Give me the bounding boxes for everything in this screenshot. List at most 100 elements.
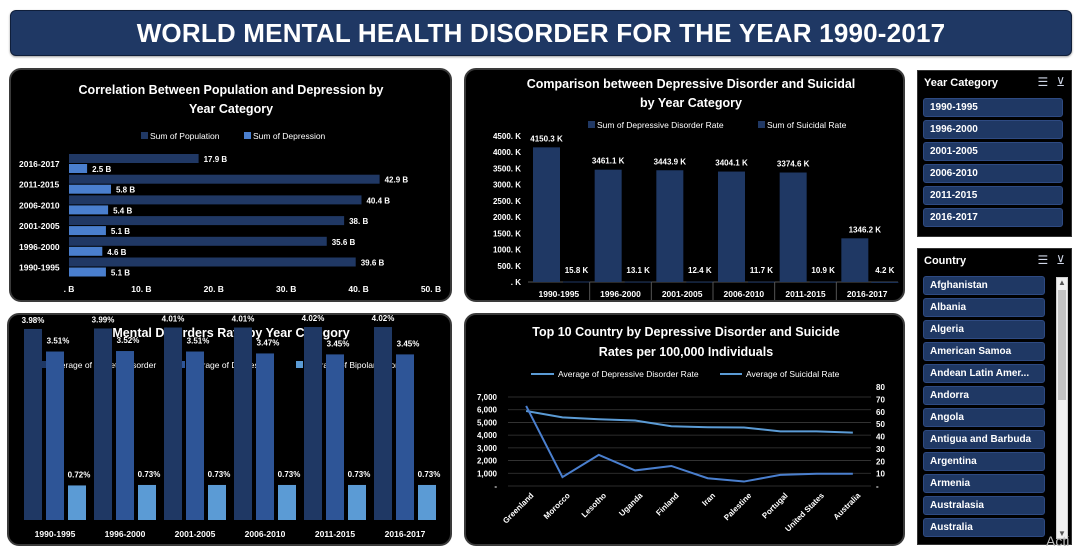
depressive-suicidal-panel[interactable]: Comparison between Depressive Disorder a… — [464, 68, 905, 302]
y-left-tick-label: 3,000 — [477, 444, 498, 453]
bar-bipolar — [348, 484, 366, 520]
label-depression: 3.51% — [47, 337, 70, 346]
bar-suicidal — [871, 281, 899, 283]
year-slicer-item[interactable]: 1996-2000 — [923, 120, 1063, 139]
chart-title-line2: Year Category — [189, 102, 273, 116]
y-right-tick-label: 40 — [876, 433, 885, 442]
chart-title-line1: Top 10 Country by Depressive Disorder an… — [532, 325, 840, 339]
category-label: 2001-2005 — [175, 529, 216, 539]
line-suicidal — [525, 405, 853, 483]
scroll-up-icon[interactable]: ▲ — [1058, 278, 1066, 287]
category-label: 1990-1995 — [19, 263, 60, 273]
category-label: Uganda — [617, 491, 644, 518]
category-label: Morocco — [542, 491, 572, 521]
legend-swatch-anxiety — [41, 361, 48, 368]
legend-label-depression: Average of Depression — [188, 360, 275, 370]
bar-suicidal — [686, 281, 714, 283]
year-slicer-item[interactable]: 2006-2010 — [923, 164, 1063, 183]
year-slicer-item[interactable]: 2011-2015 — [923, 186, 1063, 205]
bar-depressive — [841, 238, 869, 282]
bar-anxiety — [164, 327, 182, 520]
label-anxiety: 3.98% — [22, 316, 45, 325]
bar-depression — [186, 351, 204, 520]
country-slicer-item[interactable]: American Samoa — [923, 342, 1045, 361]
label-suicidal: 11.7 K — [750, 266, 773, 275]
label-depression: 5.1 B — [111, 269, 130, 278]
year-slicer-item[interactable]: 2001-2005 — [923, 142, 1063, 161]
label-bipolar: 0.73% — [348, 470, 371, 479]
country-slicer-item[interactable]: Argentina — [923, 452, 1045, 471]
multi-select-icon[interactable]: ☰ — [1037, 253, 1049, 267]
country-scrollbar[interactable]: ▲ ▼ — [1056, 277, 1068, 539]
y-right-tick-label: 60 — [876, 408, 885, 417]
legend-label-depressive: Average of Depressive Disorder Rate — [558, 369, 699, 379]
bar-depression — [116, 351, 134, 520]
category-label: 2016-2017 — [847, 289, 888, 299]
slicer-header: Country — [924, 255, 967, 267]
dashboard-title: WORLD MENTAL HEALTH DISORDER FOR THE YEA… — [136, 17, 946, 48]
category-label: 2011-2015 — [785, 289, 825, 299]
label-anxiety: 4.01% — [232, 315, 255, 324]
label-anxiety: 4.01% — [162, 315, 185, 324]
country-slicer-item[interactable]: Andean Latin Amer... — [923, 364, 1045, 383]
population-depression-panel[interactable]: Correlation Between Population and Depre… — [9, 68, 452, 302]
label-depression: 2.5 B — [92, 165, 111, 174]
country-slicer-item[interactable]: Australasia — [923, 496, 1045, 515]
label-depression: 3.45% — [327, 339, 350, 348]
bar-anxiety — [94, 328, 112, 520]
y-tick-label: 4000. K — [493, 148, 521, 157]
bar-population — [69, 216, 345, 226]
label-population: 39.6 B — [361, 259, 385, 268]
label-bipolar: 0.73% — [418, 470, 441, 479]
category-label: Lesotho — [580, 491, 608, 519]
bar-anxiety — [234, 327, 252, 520]
bar-anxiety — [24, 328, 42, 520]
label-depressive: 3443.9 K — [654, 157, 687, 166]
scroll-down-icon[interactable]: ▼ — [1058, 529, 1066, 538]
bar-bipolar — [208, 484, 226, 520]
year-slicer-item[interactable]: 1990-1995 — [923, 98, 1063, 117]
label-depression: 5.1 B — [111, 227, 130, 236]
country-slicer-item[interactable]: Armenia — [923, 474, 1045, 493]
category-label: 2006-2010 — [724, 289, 765, 299]
label-suicidal: 12.4 K — [688, 266, 712, 275]
country-slicer-item[interactable]: Andorra — [923, 386, 1045, 405]
bar-depressive — [779, 172, 807, 282]
year-slicer-item[interactable]: 2016-2017 — [923, 208, 1063, 227]
legend-label-suicidal: Sum of Suicidal Rate — [767, 120, 847, 130]
disorders-rate-chart: Mental Disorders Rate by Year Category A… — [22, 315, 441, 539]
label-anxiety: 4.02% — [302, 315, 325, 323]
disorders-rate-panel[interactable]: Mental Disorders Rate by Year Category A… — [7, 313, 452, 546]
country-slicer-item[interactable]: Algeria — [923, 320, 1045, 339]
country-slicer-item[interactable]: Antigua and Barbuda — [923, 430, 1045, 449]
y-right-tick-label: 80 — [876, 383, 885, 392]
y-right-tick-label: 30 — [876, 445, 885, 454]
y-tick-label: 1500. K — [493, 229, 521, 238]
country-slicer-item[interactable]: Australia — [923, 518, 1045, 537]
category-label: Iran — [700, 491, 717, 508]
category-label: 1990-1995 — [35, 529, 76, 539]
bar-suicidal — [748, 281, 775, 283]
label-depressive: 3404.1 K — [715, 159, 748, 168]
bar-bipolar — [278, 484, 296, 520]
country-slicer-item[interactable]: Angola — [923, 408, 1045, 427]
x-tick-label: . B — [64, 284, 75, 294]
country-slicer-item[interactable]: Albania — [923, 298, 1045, 317]
legend-swatch-depressive — [588, 121, 595, 128]
scroll-thumb[interactable] — [1058, 290, 1066, 400]
multi-select-icon[interactable]: ☰ — [1037, 75, 1049, 89]
country-slicer-item[interactable]: Afghanistan — [923, 276, 1045, 295]
y-tick-label: 2500. K — [493, 197, 521, 206]
category-label: United States — [783, 491, 826, 534]
label-population: 42.9 B — [385, 176, 409, 185]
top10-panel[interactable]: Top 10 Country by Depressive Disorder an… — [464, 313, 905, 546]
clear-filter-icon[interactable]: ⊻ — [1056, 75, 1065, 89]
bar-bipolar — [418, 484, 436, 520]
clear-filter-icon[interactable]: ⊻ — [1056, 253, 1065, 267]
bar-suicidal — [624, 281, 652, 283]
chart-title-line2: Rates per 100,000 Individuals — [599, 345, 773, 359]
label-bipolar: 0.73% — [138, 470, 161, 479]
category-label: 1996-2000 — [105, 529, 146, 539]
bar-bipolar — [138, 484, 156, 520]
y-left-tick-label: 1,000 — [477, 469, 498, 478]
